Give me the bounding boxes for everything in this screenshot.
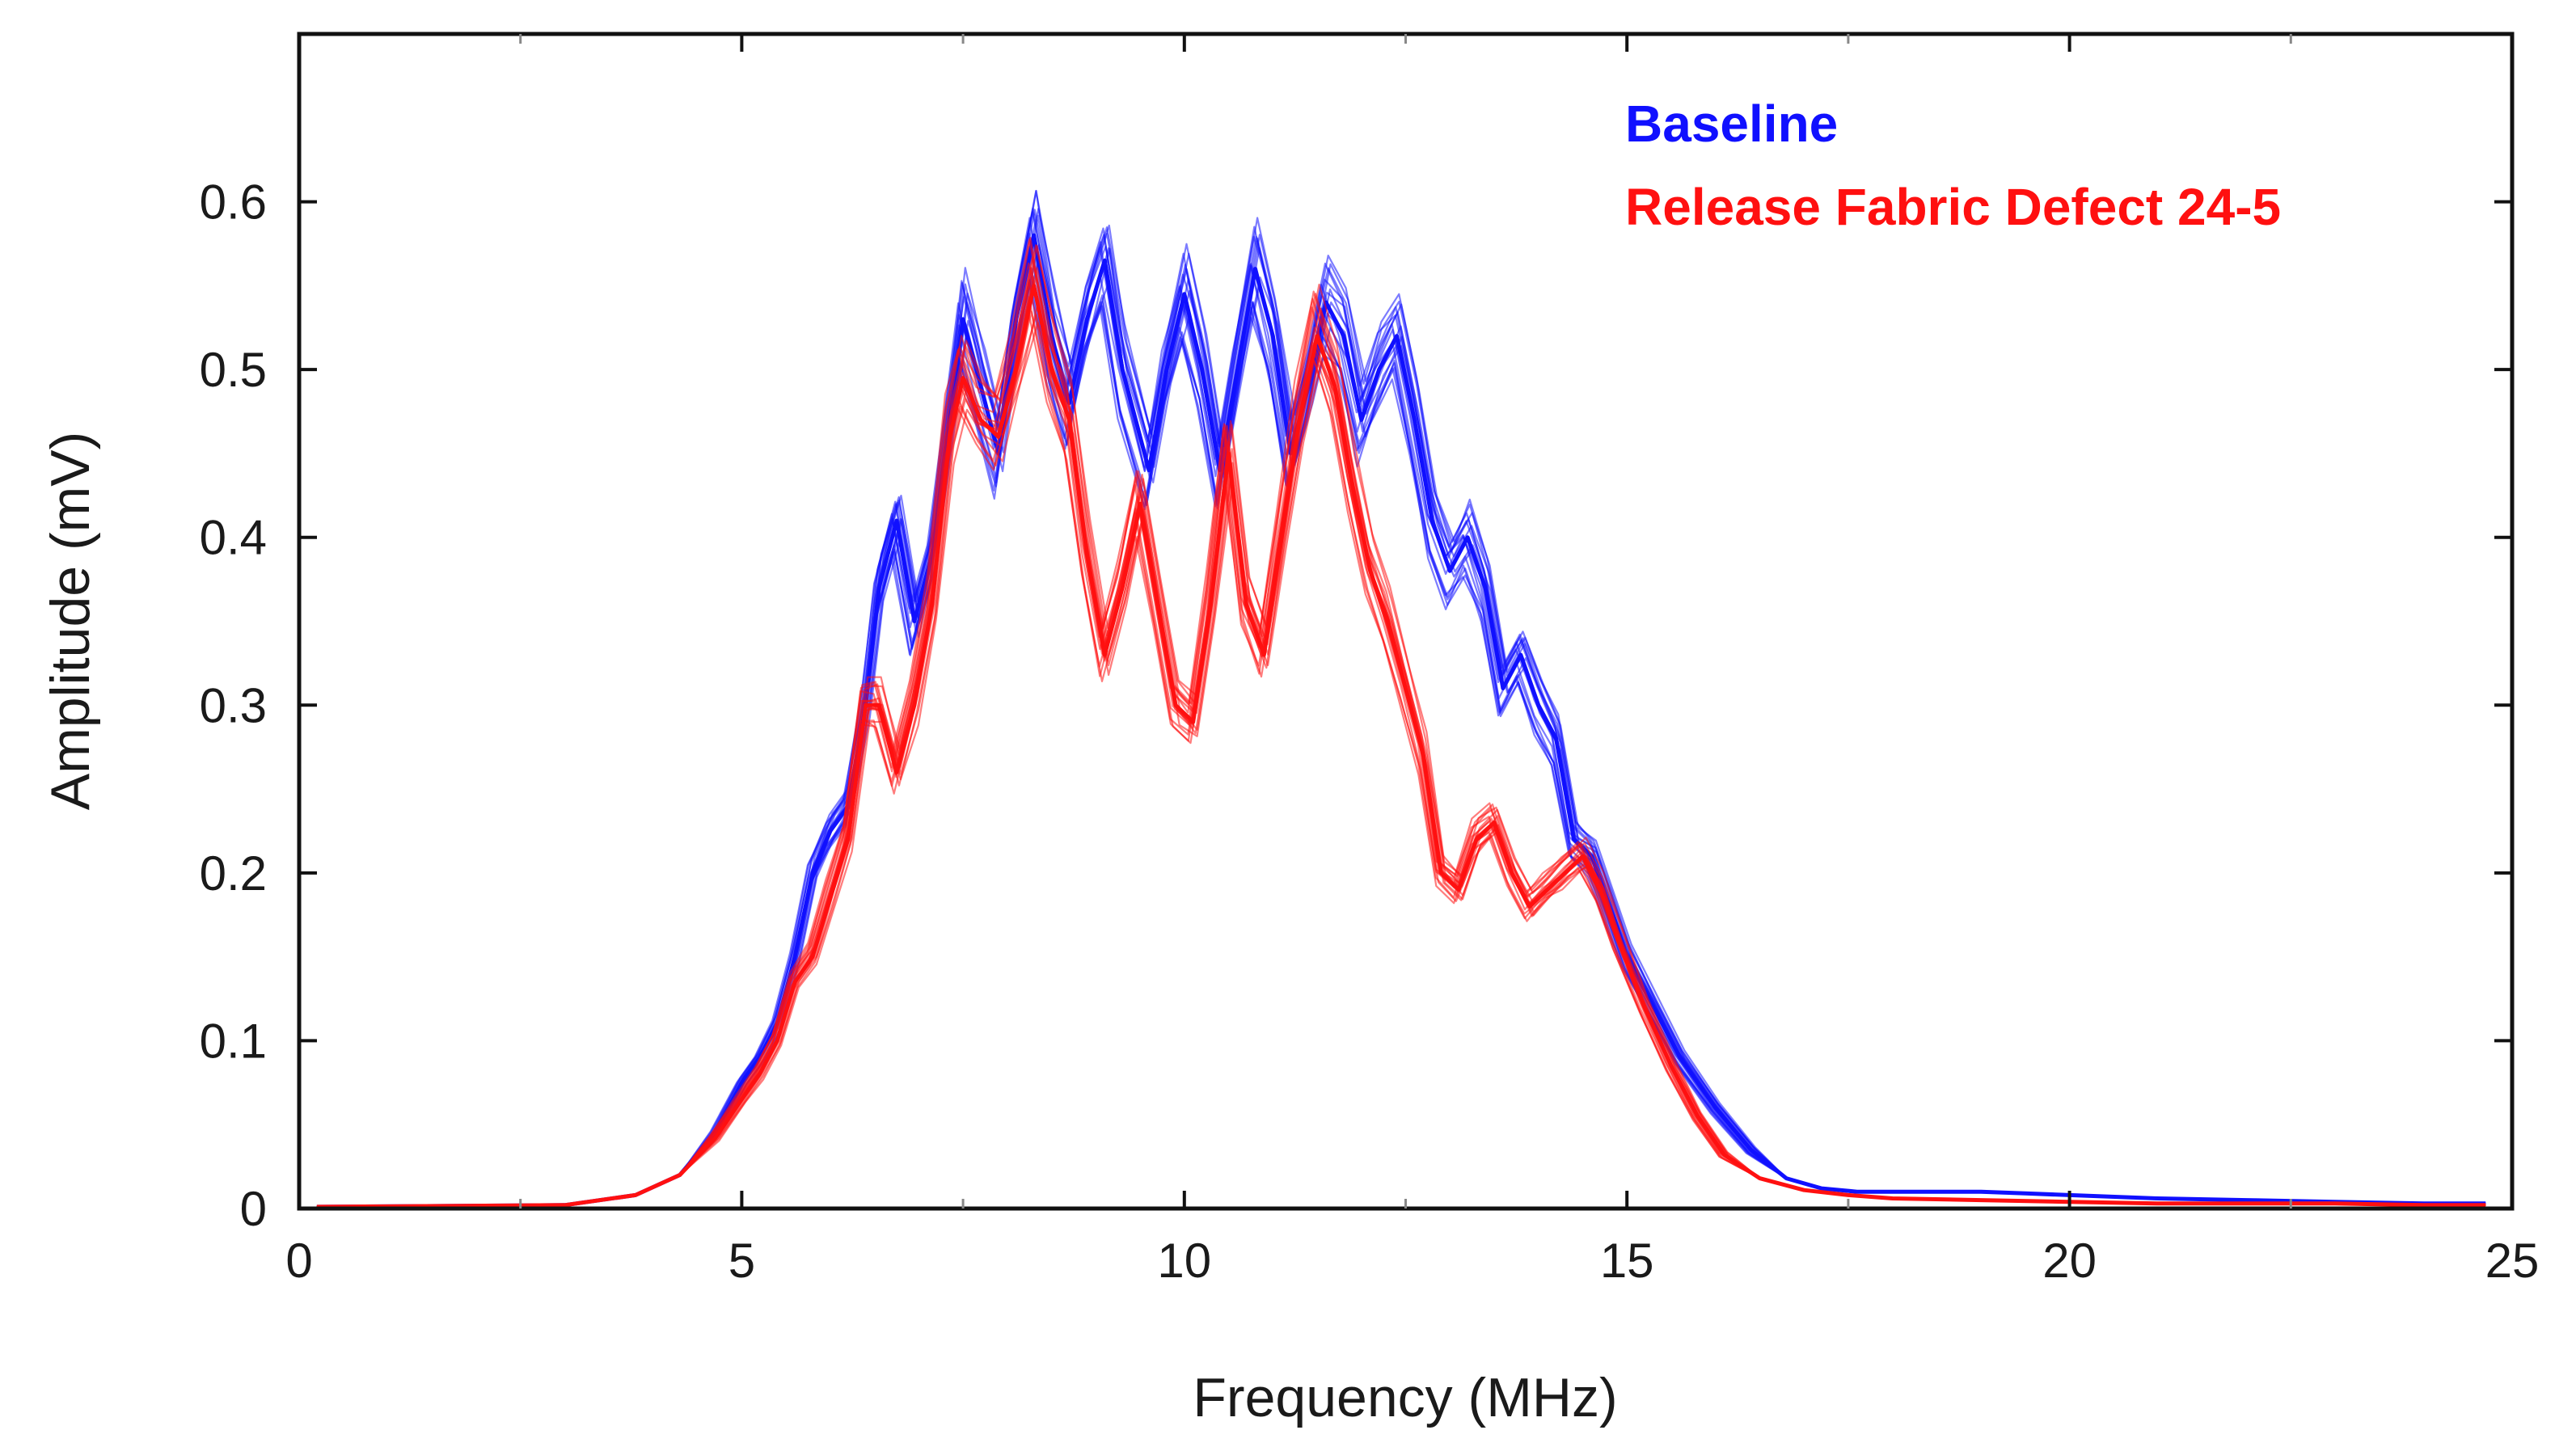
y-tick-label: 0.6: [200, 175, 267, 230]
tick-layer: [298, 34, 2514, 1210]
series-layer: [316, 189, 2486, 1209]
legend-entry-release-fabric-defect: Release Fabric Defect 24-5: [1625, 178, 2281, 236]
label-layer: 0 5 10 15 20 25 0 0.1 0.2 0.3 0.4 0.5 0.6: [200, 175, 2540, 1288]
y-tick-label: 0: [240, 1182, 267, 1236]
legend: Baseline Release Fabric Defect 24-5: [1625, 95, 2281, 236]
y-axis-title: Amplitude (mV): [40, 432, 101, 811]
series-release-fabric-defect-24-5-trace: [316, 301, 2486, 1208]
series-baseline-trace: [316, 232, 2486, 1208]
series-baseline-line: [316, 233, 2486, 1209]
x-tick-label: 0: [285, 1234, 312, 1288]
y-tick-label: 0.1: [200, 1014, 267, 1068]
series-release-fabric-defect-24-5: [316, 236, 2486, 1209]
y-tick-label: 0.3: [200, 678, 267, 732]
series-baseline-trace: [316, 280, 2486, 1208]
series-release-fabric-defect-24-5-trace: [316, 313, 2486, 1208]
x-tick-label: 15: [1600, 1234, 1654, 1288]
x-axis-title: Frequency (MHz): [1193, 1367, 1617, 1428]
x-tick-label: 10: [1157, 1234, 1211, 1288]
x-tick-label: 20: [2042, 1234, 2097, 1288]
series-release-fabric-defect-24-5-trace: [316, 296, 2486, 1208]
series-release-fabric-defect-24-5-line: [316, 283, 2486, 1209]
y-tick-label: 0.5: [200, 343, 267, 397]
y-tick-label: 0.4: [200, 511, 267, 565]
series-baseline-trace: [316, 246, 2486, 1208]
series-release-fabric-defect-24-5-trace: [316, 322, 2486, 1208]
series-release-fabric-defect-24-5-trace: [316, 310, 2486, 1208]
series-release-fabric-defect-24-5-trace: [316, 314, 2486, 1208]
x-tick-label: 5: [728, 1234, 755, 1288]
y-tick-label: 0.2: [200, 846, 267, 901]
x-tick-label: 25: [2485, 1234, 2540, 1288]
legend-entry-baseline: Baseline: [1625, 95, 1838, 153]
